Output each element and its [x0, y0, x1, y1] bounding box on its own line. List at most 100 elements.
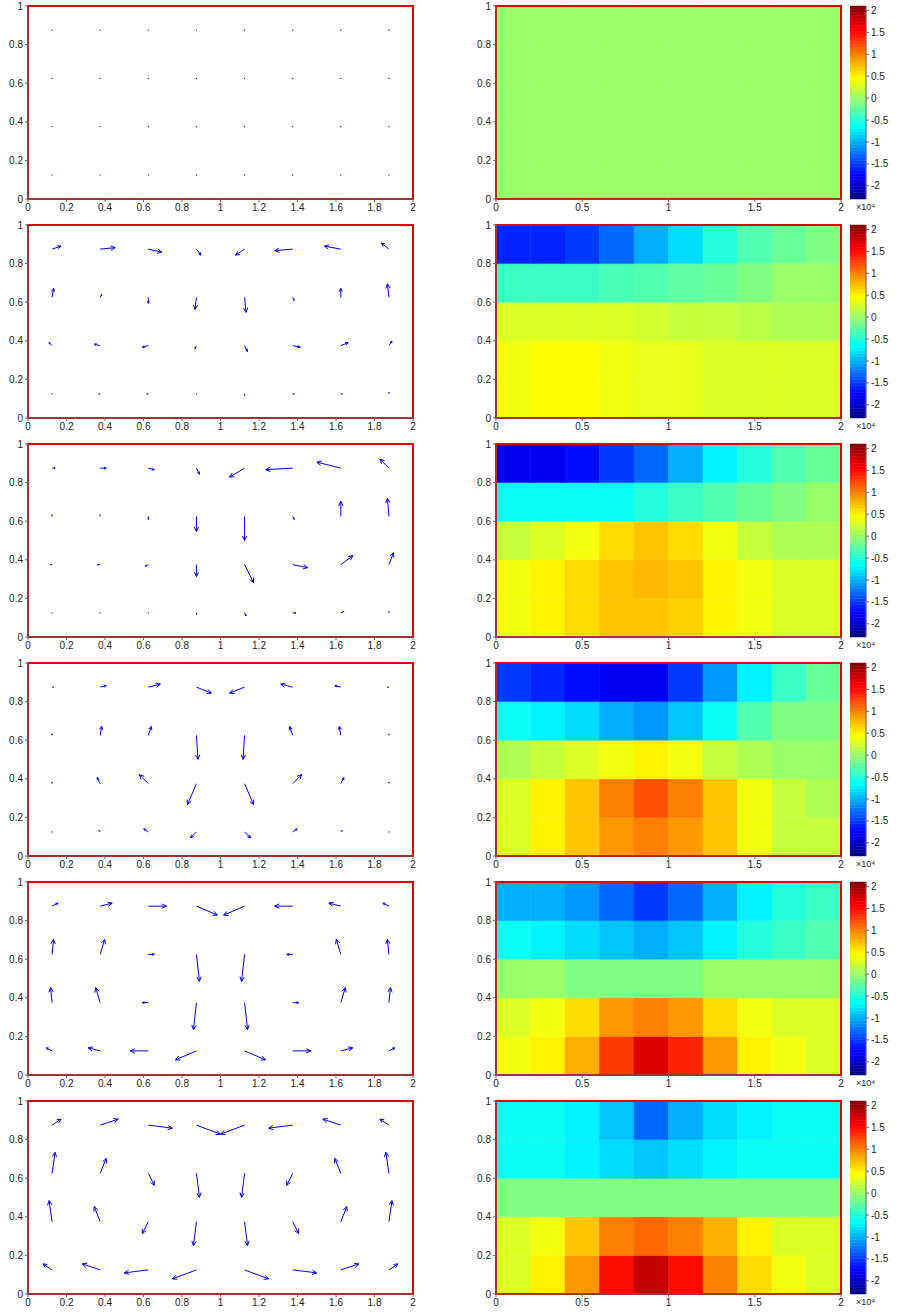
- svg-text:0.2: 0.2: [477, 593, 491, 604]
- svg-text:1: 1: [485, 877, 491, 888]
- svg-text:1: 1: [218, 640, 224, 651]
- svg-text:0.2: 0.2: [9, 593, 23, 604]
- svg-text:0.4: 0.4: [98, 202, 112, 213]
- svg-text:1: 1: [485, 1, 491, 12]
- svg-text:-1: -1: [871, 137, 880, 148]
- svg-text:0.6: 0.6: [9, 954, 23, 965]
- svg-text:2: 2: [871, 443, 877, 454]
- svg-text:1.8: 1.8: [368, 859, 382, 870]
- svg-text:0.2: 0.2: [477, 374, 491, 385]
- svg-text:1.4: 1.4: [291, 859, 305, 870]
- svg-text:0.5: 0.5: [575, 859, 589, 870]
- svg-text:1: 1: [17, 658, 23, 669]
- svg-text:0.4: 0.4: [477, 335, 491, 346]
- svg-text:0: 0: [25, 421, 31, 432]
- svg-text:2: 2: [410, 859, 416, 870]
- svg-text:0.5: 0.5: [871, 509, 885, 520]
- svg-text:1: 1: [485, 220, 491, 231]
- svg-text:1.5: 1.5: [871, 246, 885, 257]
- svg-text:0: 0: [871, 531, 877, 542]
- svg-text:1: 1: [666, 421, 672, 432]
- svg-text:-0.5: -0.5: [871, 115, 889, 126]
- svg-text:2: 2: [838, 202, 844, 213]
- svg-text:0.8: 0.8: [175, 640, 189, 651]
- svg-text:0.8: 0.8: [9, 696, 23, 707]
- svg-text:-1.5: -1.5: [871, 815, 889, 826]
- svg-text:0.6: 0.6: [9, 78, 23, 89]
- svg-text:-0.5: -0.5: [871, 334, 889, 345]
- svg-text:0: 0: [871, 1188, 877, 1199]
- svg-text:0.2: 0.2: [477, 155, 491, 166]
- svg-text:0.4: 0.4: [98, 1297, 112, 1308]
- svg-text:0.2: 0.2: [9, 155, 23, 166]
- svg-text:0.4: 0.4: [477, 554, 491, 565]
- svg-text:0: 0: [485, 632, 491, 643]
- svg-text:0.6: 0.6: [137, 640, 151, 651]
- svg-text:1: 1: [666, 1297, 672, 1308]
- svg-text:0.4: 0.4: [477, 773, 491, 784]
- svg-text:1.4: 1.4: [291, 421, 305, 432]
- svg-text:0.4: 0.4: [9, 335, 23, 346]
- svg-text:0.4: 0.4: [9, 1211, 23, 1222]
- svg-text:1.2: 1.2: [252, 640, 266, 651]
- svg-text:1.5: 1.5: [748, 1078, 762, 1089]
- svg-text:0: 0: [17, 194, 23, 205]
- svg-text:1: 1: [17, 877, 23, 888]
- svg-text:-2: -2: [871, 1056, 880, 1067]
- svg-text:0: 0: [871, 93, 877, 104]
- svg-text:0.5: 0.5: [575, 1297, 589, 1308]
- svg-text:0.6: 0.6: [137, 1078, 151, 1089]
- svg-text:0.5: 0.5: [871, 947, 885, 958]
- svg-text:1.5: 1.5: [871, 465, 885, 476]
- svg-text:0.4: 0.4: [98, 859, 112, 870]
- svg-text:1: 1: [871, 706, 877, 717]
- svg-text:0: 0: [17, 413, 23, 424]
- svg-text:0.8: 0.8: [9, 1134, 23, 1145]
- svg-text:0: 0: [493, 640, 499, 651]
- svg-text:0.8: 0.8: [477, 915, 491, 926]
- svg-text:1: 1: [485, 1096, 491, 1107]
- svg-text:1: 1: [218, 1297, 224, 1308]
- svg-text:1: 1: [485, 658, 491, 669]
- svg-text:1.2: 1.2: [252, 421, 266, 432]
- svg-text:1: 1: [218, 859, 224, 870]
- svg-text:0.8: 0.8: [477, 39, 491, 50]
- svg-text:-1: -1: [871, 1232, 880, 1243]
- svg-text:2: 2: [871, 5, 877, 16]
- svg-text:1.8: 1.8: [368, 1078, 382, 1089]
- svg-text:-1.5: -1.5: [871, 1034, 889, 1045]
- svg-text:2: 2: [838, 1297, 844, 1308]
- svg-text:-2: -2: [871, 399, 880, 410]
- svg-text:-1.5: -1.5: [871, 596, 889, 607]
- svg-text:2: 2: [871, 1100, 877, 1111]
- svg-text:0.2: 0.2: [477, 812, 491, 823]
- svg-text:2: 2: [410, 421, 416, 432]
- svg-text:0.8: 0.8: [9, 39, 23, 50]
- svg-text:0.5: 0.5: [575, 1078, 589, 1089]
- svg-text:0.4: 0.4: [98, 1078, 112, 1089]
- svg-text:1: 1: [871, 925, 877, 936]
- svg-text:0.8: 0.8: [477, 258, 491, 269]
- svg-text:0.4: 0.4: [477, 1211, 491, 1222]
- svg-text:1: 1: [17, 1096, 23, 1107]
- svg-text:0: 0: [25, 640, 31, 651]
- svg-text:0: 0: [493, 1078, 499, 1089]
- svg-text:0.8: 0.8: [175, 202, 189, 213]
- svg-text:-1: -1: [871, 356, 880, 367]
- svg-text:1.8: 1.8: [368, 202, 382, 213]
- svg-text:0: 0: [25, 1297, 31, 1308]
- svg-text:2: 2: [838, 1078, 844, 1089]
- svg-text:1: 1: [17, 1, 23, 12]
- svg-text:1.8: 1.8: [368, 640, 382, 651]
- svg-text:0.2: 0.2: [60, 640, 74, 651]
- svg-text:2: 2: [410, 640, 416, 651]
- svg-text:-1.5: -1.5: [871, 158, 889, 169]
- svg-text:1: 1: [666, 1078, 672, 1089]
- svg-text:0.4: 0.4: [9, 773, 23, 784]
- svg-text:0.6: 0.6: [9, 735, 23, 746]
- svg-text:0.2: 0.2: [477, 1250, 491, 1261]
- svg-text:0.2: 0.2: [477, 1031, 491, 1042]
- svg-text:0.6: 0.6: [137, 202, 151, 213]
- svg-text:1: 1: [218, 421, 224, 432]
- svg-text:2: 2: [838, 859, 844, 870]
